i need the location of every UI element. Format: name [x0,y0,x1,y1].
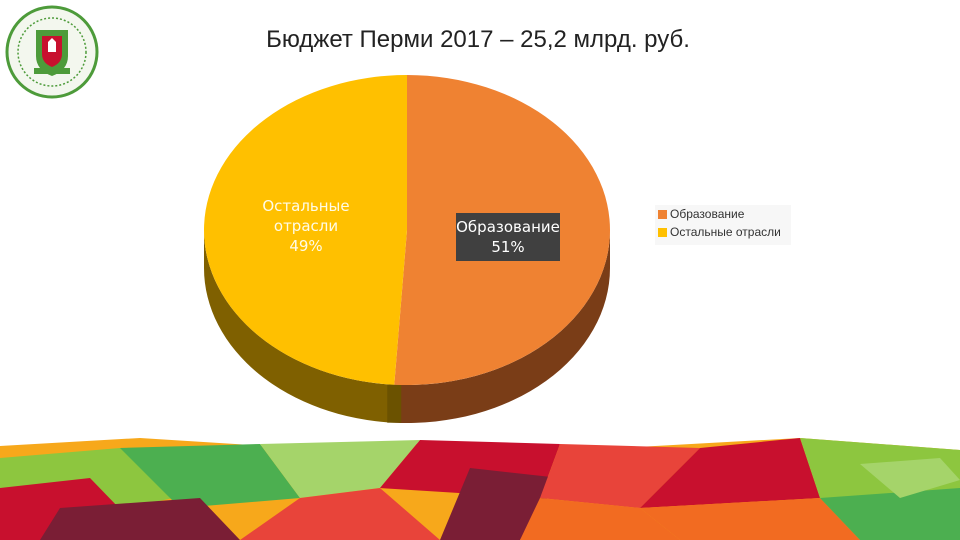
legend-swatch-education [658,209,667,219]
data-label-1: Остальные отрасли 49% [262,197,349,255]
legend-swatch-other [658,227,667,237]
polygon-banner-decoration [0,438,960,540]
legend-item-other: Остальные отрасли [655,223,791,241]
legend-item-education: Образование [655,205,791,223]
legend-label-education: Образование [670,207,745,221]
pie-cut-edge [387,384,402,423]
chart-legend: Образование Остальные отрасли [655,205,791,245]
data-label-box-0 [456,213,560,261]
legend-label-other: Остальные отрасли [670,225,781,239]
pie-side-1-0 [204,230,395,423]
pie-side-0-0 [394,230,610,424]
page-title: Бюджет Перми 2017 – 25,2 млрд. руб. [266,26,690,53]
data-label-0: Образование 51% [456,218,560,256]
pie-slice-1 [203,75,407,385]
city-administration-emblem-icon [5,5,99,99]
